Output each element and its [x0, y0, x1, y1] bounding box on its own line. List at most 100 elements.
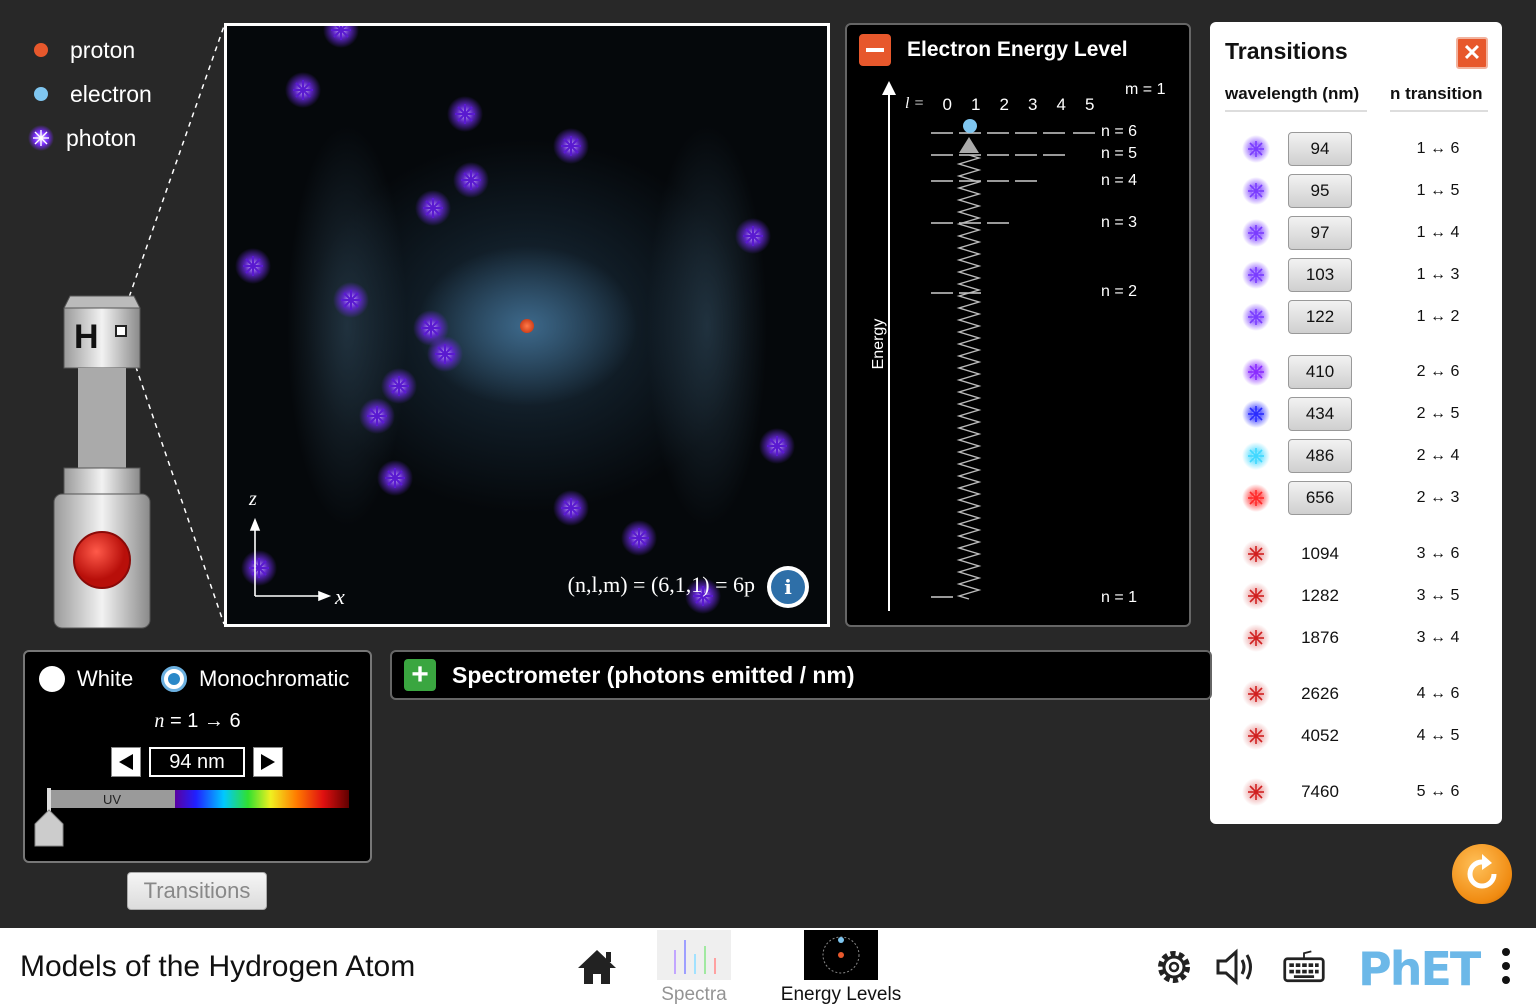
photon-icon [1242, 624, 1270, 652]
minus-icon [866, 48, 884, 52]
transition-row: 4052 4 ↔ 5 [1210, 716, 1502, 756]
white-radio[interactable] [39, 666, 65, 692]
quantum-state-label: (n,l,m) = (6,1,1) = 6p [567, 572, 755, 597]
monochromatic-radio[interactable] [161, 666, 187, 692]
close-transitions-button[interactable]: ✕ [1456, 37, 1488, 69]
screen-spectra-button[interactable]: Spectra [619, 930, 769, 1006]
wavelength-slider-thumb[interactable] [33, 788, 67, 850]
level-label-n1: n = 1 [1101, 589, 1138, 606]
info-button[interactable]: i [767, 566, 809, 608]
legend-proton-label: proton [70, 36, 136, 63]
photon [426, 335, 464, 373]
keyboard-icon[interactable] [1282, 946, 1326, 988]
electron [963, 119, 977, 133]
white-radio-option[interactable]: White [39, 666, 133, 692]
transition-row: 1094 3 ↔ 6 [1210, 534, 1502, 574]
energy-panel-header: Electron Energy Level [847, 25, 1189, 75]
level-label-n5: n = 5 [1101, 145, 1138, 162]
transitions-title: Transitions [1225, 38, 1348, 64]
wavelength-button[interactable]: 486 [1288, 439, 1352, 473]
col-rule [1225, 110, 1367, 112]
transition-row: 1876 3 ↔ 4 [1210, 618, 1502, 658]
arrow-left-icon [119, 754, 133, 770]
expand-spectrometer-button[interactable]: + [404, 659, 436, 691]
wavelength-button[interactable]: 103 [1288, 258, 1352, 292]
n-transition-value: = 1 → 6 [169, 710, 241, 732]
l-value: 0 [942, 95, 952, 114]
n-transition: 1 ↔ 5 [1416, 182, 1460, 199]
n-transition: 3 ↔ 5 [1416, 587, 1460, 604]
wavelength-button[interactable]: 95 [1288, 174, 1352, 208]
transition-row: 2626 4 ↔ 6 [1210, 674, 1502, 714]
photon-icon [1242, 358, 1270, 386]
l-label: l = [905, 95, 925, 112]
photon [322, 26, 360, 49]
n-transition: 3 ↔ 6 [1416, 545, 1460, 562]
settings-gear-icon[interactable] [1152, 946, 1196, 988]
n-transition: 3 ↔ 4 [1416, 629, 1460, 646]
transition-row: 410 2 ↔ 6 [1210, 352, 1502, 392]
collapse-energy-panel-button[interactable] [859, 34, 891, 66]
close-icon: ✕ [1462, 40, 1482, 65]
wavelength-value: 1282 [1301, 586, 1339, 605]
photon-icon [1242, 582, 1270, 610]
n-transition: 1 ↔ 3 [1416, 266, 1460, 283]
screen-energy-levels-label: Energy Levels [780, 984, 902, 1005]
photon [446, 95, 484, 133]
wavelength-button[interactable]: 94 [1288, 132, 1352, 166]
transition-row: 486 2 ↔ 4 [1210, 436, 1502, 476]
wavelength-button[interactable]: 122 [1288, 300, 1352, 334]
wavelength-decrement-button[interactable] [111, 747, 141, 777]
screen-energy-levels-button[interactable]: Energy Levels [766, 930, 916, 1006]
photon [552, 489, 590, 527]
photon [452, 161, 490, 199]
n-transition: 1 ↔ 6 [1416, 140, 1460, 157]
home-icon[interactable] [576, 946, 618, 988]
photon [620, 519, 658, 557]
light-control-panel: White Monochromatic n = 1 → 6 94 nm UV [23, 650, 372, 863]
photon [552, 127, 590, 165]
wavelength-value: 4052 [1301, 726, 1339, 745]
arrow-right-icon [261, 754, 275, 770]
wavelength-slider-track[interactable] [49, 788, 349, 810]
xz-axes [249, 517, 332, 602]
x-axis-label: x [335, 584, 345, 609]
phet-logo[interactable]: PhET [1358, 942, 1481, 996]
sim-title: Models of the Hydrogen Atom [20, 950, 416, 983]
reset-icon [1467, 854, 1497, 889]
options-menu-icon[interactable] [1502, 948, 1512, 988]
wavelength-button[interactable]: 434 [1288, 397, 1352, 431]
wavelength-increment-button[interactable] [253, 747, 283, 777]
atom-thumb-icon [822, 936, 860, 974]
wavelength-value: 94 nm [149, 747, 245, 777]
n-transition: 5 ↔ 6 [1416, 783, 1460, 800]
light-source-gun [53, 295, 151, 629]
level-label-n6: n = 6 [1101, 123, 1138, 140]
spectrometer-panel: + Spectrometer (photons emitted / nm) [390, 650, 1212, 700]
reset-all-button[interactable] [1452, 844, 1512, 904]
n-transition: 2 ↔ 3 [1416, 489, 1460, 506]
n-transition: 2 ↔ 5 [1416, 405, 1460, 422]
zoom-lines [125, 25, 225, 625]
white-label: White [77, 666, 134, 691]
photon-icon [1242, 540, 1270, 568]
energy-level-panel: Electron Energy Level l = 0 1 2 3 4 5 m … [845, 23, 1191, 627]
wavelength-button[interactable]: 410 [1288, 355, 1352, 389]
uv-label: UV [103, 792, 122, 807]
level-label-n4: n = 4 [1101, 172, 1138, 189]
l-value: 3 [1028, 95, 1038, 114]
photon [284, 71, 322, 109]
l-value: 5 [1085, 95, 1095, 114]
atom-scene [234, 26, 796, 615]
wavelength-button[interactable]: 97 [1288, 216, 1352, 250]
wavelength-button[interactable]: 656 [1288, 481, 1352, 515]
navigation-bar: Models of the Hydrogen Atom Spectra Ener… [0, 928, 1536, 1008]
l-value: 2 [999, 95, 1009, 114]
photon [358, 397, 396, 435]
mono-radio-option[interactable]: Monochromatic [161, 666, 349, 692]
transition-row: 97 1 ↔ 4 [1210, 213, 1502, 253]
sound-icon[interactable] [1214, 946, 1258, 988]
n-transition: 4 ↔ 6 [1416, 685, 1460, 702]
transitions-button[interactable]: Transitions [127, 872, 267, 910]
energy-diagram [882, 81, 1095, 611]
